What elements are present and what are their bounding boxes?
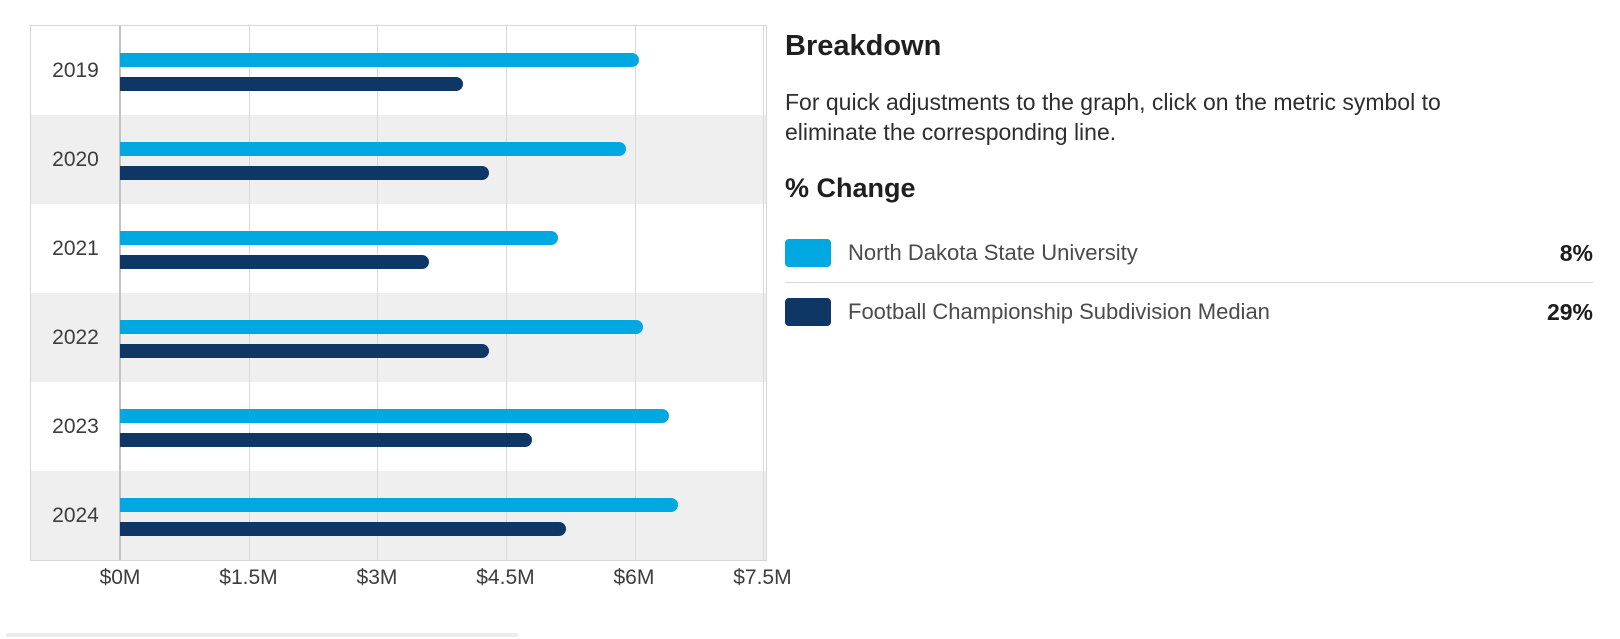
breakdown-panel: Breakdown For quick adjustments to the g… <box>785 30 1593 341</box>
row-plot <box>120 293 766 382</box>
legend: North Dakota State University 8% Footbal… <box>785 224 1593 341</box>
ndsu-bar-2019[interactable] <box>120 53 640 67</box>
row-plot <box>120 26 766 115</box>
horizontal-scrollbar-thumb[interactable] <box>6 633 518 637</box>
panel-title: Breakdown <box>785 30 942 62</box>
ndsu-bar-2023[interactable] <box>120 409 670 423</box>
spending-bar-chart: 2019 2020 2021 2022 2023 2024 <box>30 25 767 561</box>
fcs-bar-2023[interactable] <box>120 433 532 447</box>
x-tick-label: $0M <box>99 566 141 589</box>
row-plot <box>120 471 766 560</box>
fcs-bar-2019[interactable] <box>120 77 464 91</box>
x-tick-label: $7.5M <box>733 566 792 589</box>
legend-row-ndsu: North Dakota State University 8% <box>785 224 1593 282</box>
percent-change-value-ndsu: 8% <box>1559 239 1593 266</box>
legend-label-ndsu: North Dakota State University <box>848 240 1138 265</box>
x-tick-label: $3M <box>356 566 398 589</box>
year-label: 2024 <box>52 503 99 527</box>
ndsu-bar-2022[interactable] <box>120 320 644 334</box>
chart-row-2023: 2023 <box>31 382 766 471</box>
x-tick-label: $4.5M <box>476 566 535 589</box>
chart-row-2020: 2020 <box>31 115 766 204</box>
year-label: 2019 <box>52 58 99 82</box>
percent-change-value-fcs: 29% <box>1546 298 1593 325</box>
year-label: 2023 <box>52 414 99 438</box>
row-plot <box>120 382 766 471</box>
chart-row-2019: 2019 <box>31 26 766 115</box>
fcs-bar-2022[interactable] <box>120 344 489 358</box>
chart-row-2024: 2024 <box>31 471 766 560</box>
ndsu-metric-symbol[interactable] <box>785 239 831 267</box>
x-axis: $0M $1.5M $3M $4.5M $6M $7.5M <box>100 566 792 592</box>
chart-row-2022: 2022 <box>31 293 766 382</box>
year-label: 2020 <box>52 147 99 171</box>
chart-row-2021: 2021 <box>31 204 766 293</box>
row-plot <box>120 115 766 204</box>
panel-description: For quick adjustments to the graph, clic… <box>785 89 1441 145</box>
legend-row-fcs: Football Championship Subdivision Median… <box>785 282 1593 341</box>
ndsu-bar-2021[interactable] <box>120 231 558 245</box>
legend-label-fcs: Football Championship Subdivision Median <box>848 299 1270 324</box>
year-label: 2022 <box>52 325 99 349</box>
fcs-bar-2021[interactable] <box>120 255 429 269</box>
ndsu-bar-2024[interactable] <box>120 498 678 512</box>
fcs-bar-2020[interactable] <box>120 166 489 180</box>
year-label: 2021 <box>52 236 99 260</box>
fcs-bar-2024[interactable] <box>120 522 567 536</box>
chart-plot-area: 2019 2020 2021 2022 2023 2024 <box>31 26 766 560</box>
fcs-metric-symbol[interactable] <box>785 298 831 326</box>
row-plot <box>120 204 766 293</box>
ndsu-bar-2020[interactable] <box>120 142 627 156</box>
percent-change-heading: % Change <box>785 173 916 203</box>
x-tick-label: $6M <box>613 566 655 589</box>
x-tick-label: $1.5M <box>219 566 278 589</box>
